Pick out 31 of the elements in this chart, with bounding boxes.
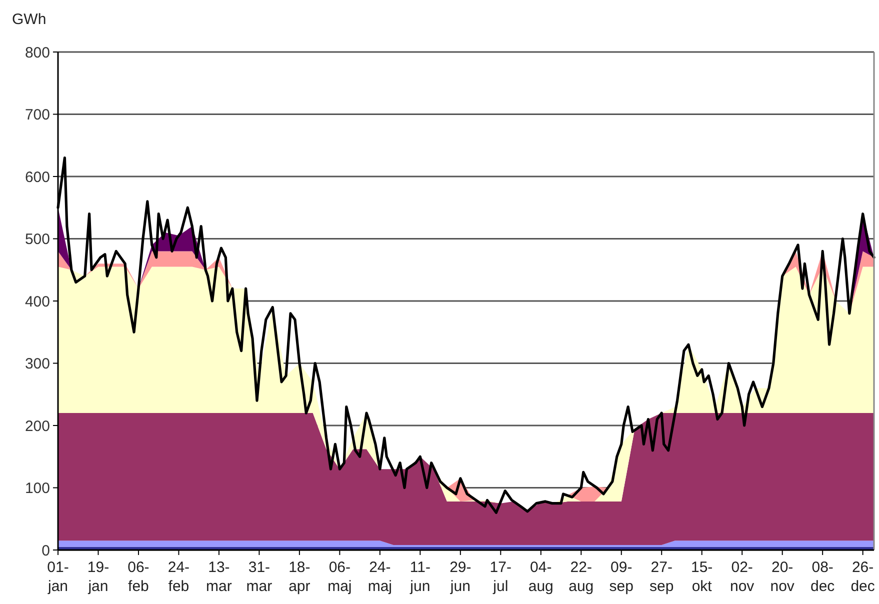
- x-tick-label: 04- aug: [528, 559, 554, 595]
- x-tick-label: 18- apr: [288, 559, 310, 595]
- x-tick-label: 22- aug: [568, 559, 594, 595]
- y-tick-label: 600: [24, 168, 50, 186]
- y-axis-title: GWh: [12, 11, 46, 28]
- x-tick-label: 19- jan: [87, 559, 110, 595]
- x-tick-label: 29- jun: [449, 559, 472, 595]
- x-tick-label: 06- feb: [128, 559, 150, 595]
- x-tick-label: 08- dec: [810, 559, 836, 595]
- y-tick-label: 400: [24, 293, 50, 310]
- x-tick-label: 24- maj: [368, 559, 392, 595]
- x-tick-label: 06- maj: [328, 559, 352, 595]
- x-tick-label: 24- feb: [168, 559, 190, 595]
- x-tick-label: 01- jan: [46, 559, 69, 595]
- x-tick-label: 31- mar: [246, 559, 272, 595]
- x-tick-label: 26- dec: [850, 559, 876, 595]
- y-tick-label: 800: [24, 44, 50, 62]
- y-tick-label: 200: [24, 418, 50, 435]
- y-tick-label: 500: [24, 231, 50, 248]
- x-tick-label: 15- okt: [691, 559, 713, 595]
- x-tick-label: 27- sep: [650, 559, 674, 595]
- y-tick-label: 0: [42, 542, 50, 560]
- y-tick-label: 100: [24, 480, 50, 497]
- y-tick-label: 300: [24, 356, 50, 372]
- x-tick-label: 20- nov: [770, 559, 795, 595]
- x-tick-label: 11- jun: [409, 559, 430, 595]
- x-tick-label: 02- nov: [730, 559, 755, 595]
- x-tick-label: 17- jul: [490, 559, 512, 595]
- y-tick-label: 700: [24, 106, 50, 124]
- x-tick-label: 13- mar: [206, 559, 232, 595]
- x-tick-label: 09- sep: [609, 559, 634, 595]
